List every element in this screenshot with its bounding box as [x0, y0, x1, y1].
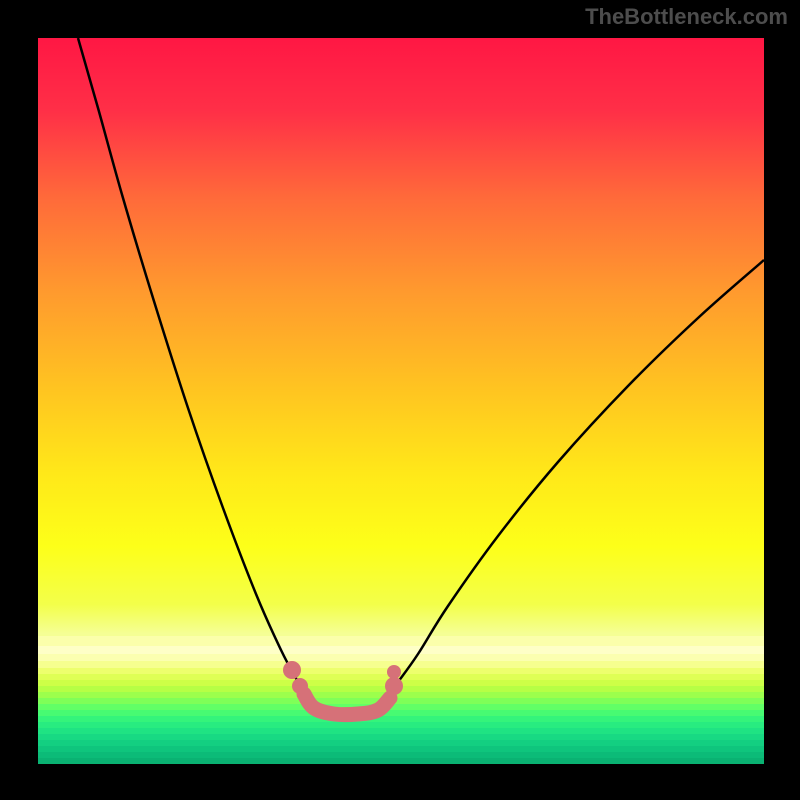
curve-right-arm	[398, 260, 764, 682]
trough-marker-dot	[385, 677, 403, 695]
trough-marker-dot	[292, 678, 308, 694]
curve-left-arm	[78, 38, 298, 682]
trough-marker-dot	[387, 665, 401, 679]
bottleneck-curve	[38, 38, 764, 764]
trough-marker-dot	[283, 661, 301, 679]
plot-area	[38, 38, 764, 764]
watermark-text: TheBottleneck.com	[585, 4, 788, 30]
trough-marker	[304, 694, 390, 715]
